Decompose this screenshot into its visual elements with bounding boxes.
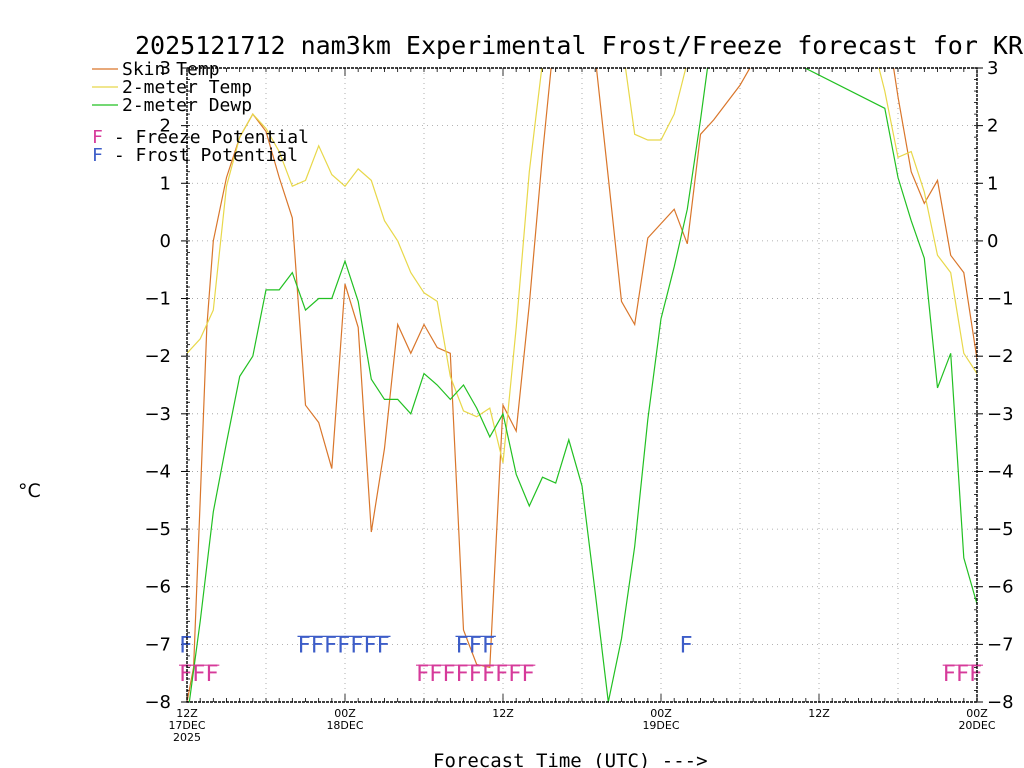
frost-flag: F xyxy=(311,633,324,658)
legend-frost-text: - Frost Potential xyxy=(103,145,298,166)
legend-freeze-text: - Freeze Potential xyxy=(103,127,309,148)
series-lines xyxy=(187,68,977,702)
frost-flag: F xyxy=(469,633,482,658)
frost-flag: F xyxy=(377,633,390,658)
legend-freeze-letter: F xyxy=(92,127,103,148)
y-tick-label-right: −8 xyxy=(987,692,1014,713)
legend-label-skin: Skin Temp xyxy=(122,59,220,80)
x-tick-label: 12Z xyxy=(492,707,514,720)
x-axis-label: Forecast Time (UTC) ---> xyxy=(433,750,708,768)
x-tick-label: 00Z xyxy=(650,707,672,720)
chart-title: 2025121712 nam3km Experimental Frost/Fre… xyxy=(135,31,1024,60)
y-tick-label-left: 0 xyxy=(160,231,171,252)
y-tick-label-left: 1 xyxy=(160,173,171,194)
x-tick-label: 19DEC xyxy=(642,719,679,732)
y-tick-label-left: −3 xyxy=(144,404,171,425)
frost-freeze-flags: FF F FF F F F F F FF F F F F F F F FF F F FF F F xyxy=(179,633,983,687)
freeze-flag: F xyxy=(416,662,429,687)
frost-flag: F xyxy=(324,633,337,658)
frost-flag: F xyxy=(456,633,469,658)
freeze-flag: F xyxy=(521,662,534,687)
y-tick-label-left: −1 xyxy=(144,289,171,310)
freeze-flag: F xyxy=(508,662,521,687)
y-tick-label-right: −5 xyxy=(987,519,1014,540)
y-axis: −8 −8 −7 −7 −6 −6 −5 −5 −4 −4 −3 −3 −2 −2 −1 −1 0 0 1 1 2 2 3 3 xyxy=(144,58,1013,713)
x-tick-label: 12Z xyxy=(808,707,830,720)
y-tick-label-right: −2 xyxy=(987,346,1014,367)
y-tick-label-right: 1 xyxy=(987,173,998,194)
plot-frame xyxy=(186,67,978,703)
y-tick-label-right: −3 xyxy=(987,404,1014,425)
y-tick-label-right: 3 xyxy=(987,58,998,79)
freeze-flag: F xyxy=(956,662,969,687)
grid xyxy=(187,68,977,702)
frost-flag: F xyxy=(350,633,363,658)
freeze-flag: F xyxy=(442,662,455,687)
y-tick-label-right: −1 xyxy=(987,289,1014,310)
x-tick-label: 12Z xyxy=(176,707,198,720)
legend-label-t2m: 2-meter Temp xyxy=(122,77,252,98)
y-tick-label-left: −4 xyxy=(144,461,171,482)
y-tick-label-left: −5 xyxy=(144,519,171,540)
legend-frost-letter: F xyxy=(92,145,103,166)
y-tick-label-left: 2 xyxy=(160,116,171,137)
freeze-flag: F xyxy=(179,662,192,687)
frost-flag: F xyxy=(179,633,192,658)
y-tick-label-left: −8 xyxy=(144,692,171,713)
freeze-flag: F xyxy=(482,662,495,687)
x-tick-label: 2025 xyxy=(173,731,201,744)
freeze-flag: F xyxy=(469,662,482,687)
frost-flag: F xyxy=(298,633,311,658)
y-tick-label-right: −6 xyxy=(987,577,1014,598)
freeze-flag: F xyxy=(429,662,442,687)
frost-flag: F xyxy=(482,633,495,658)
freeze-flag: F xyxy=(495,662,508,687)
y-tick-label-right: 0 xyxy=(987,231,998,252)
y-tick-label-left: −2 xyxy=(144,346,171,367)
y-tick-label-left: −6 xyxy=(144,577,171,598)
legend-label-dewp: 2-meter Dewp xyxy=(122,95,252,116)
freeze-flag: F xyxy=(456,662,469,687)
frost-flag: F xyxy=(363,633,376,658)
x-tick-label: 00Z xyxy=(966,707,988,720)
frost-flag: F xyxy=(679,633,692,658)
y-tick-label-left: 3 xyxy=(160,58,171,79)
y-tick-label-left: −7 xyxy=(144,634,171,655)
freeze-flag: F xyxy=(943,662,956,687)
legend: Skin Temp 2-meter Temp 2-meter Dewp F - … xyxy=(92,59,309,166)
freeze-flag: F xyxy=(205,662,218,687)
x-tick-label: 17DEC xyxy=(168,719,205,732)
x-tick-label: 18DEC xyxy=(326,719,363,732)
y-tick-label-right: −7 xyxy=(987,634,1014,655)
x-tick-label: 20DEC xyxy=(958,719,995,732)
series-line-skin-temp xyxy=(187,68,977,702)
x-tick-label: 00Z xyxy=(334,707,356,720)
freeze-flag: F xyxy=(192,662,205,687)
y-axis-label: °C xyxy=(18,480,41,502)
frost-flag: F xyxy=(337,633,350,658)
y-tick-label-right: 2 xyxy=(987,116,998,137)
series-line-2m-temp xyxy=(187,68,977,463)
y-tick-label-right: −4 xyxy=(987,461,1014,482)
freeze-flag: F xyxy=(969,662,982,687)
series-line-2m-dewp xyxy=(188,68,977,702)
